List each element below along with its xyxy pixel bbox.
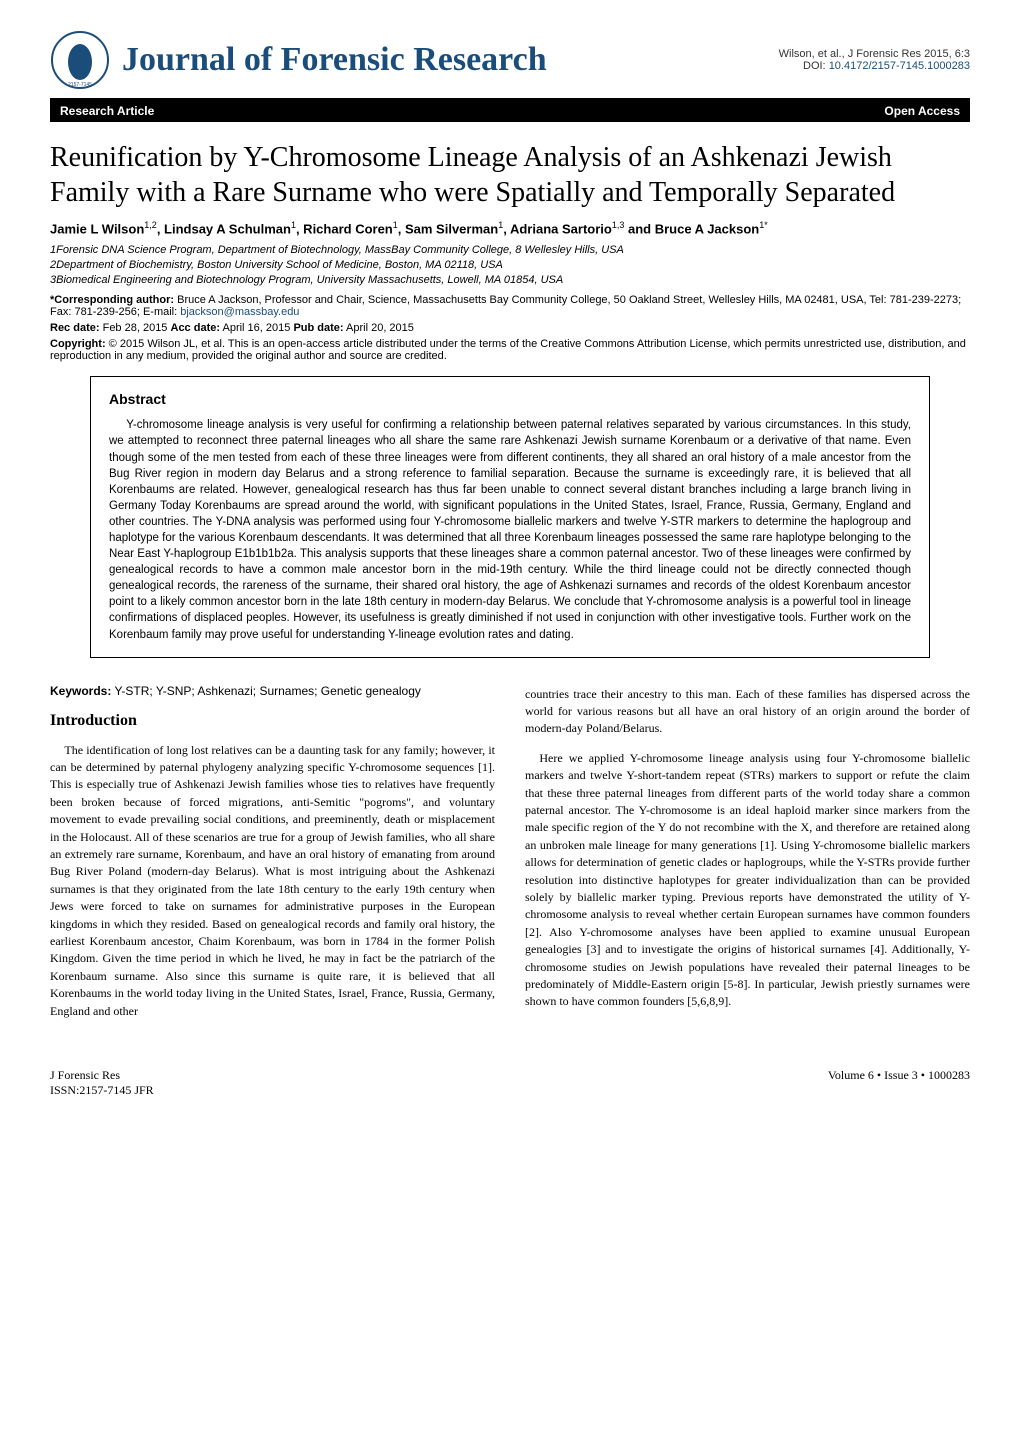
two-column-body: Keywords: Y-STR; Y-SNP; Ashkenazi; Surna… [50, 674, 970, 1028]
right-column: countries trace their ancestry to this m… [525, 674, 970, 1028]
affiliation-3: 3Biomedical Engineering and Biotechnolog… [50, 274, 970, 286]
logo-section: 2157-7145 Journal of Forensic Research [50, 30, 547, 90]
citation-block: Wilson, et al., J Forensic Res 2015, 6:3… [779, 48, 970, 72]
journal-name: Journal of Forensic Research [122, 41, 547, 79]
abstract-text: Y-chromosome lineage analysis is very us… [109, 417, 911, 642]
affiliation-1: 1Forensic DNA Science Program, Departmen… [50, 244, 970, 256]
intro-p3: Here we applied Y-chromosome lineage ana… [525, 750, 970, 1011]
abstract-heading: Abstract [109, 391, 911, 407]
footer-left: J Forensic Res ISSN:2157-7145 JFR [50, 1068, 154, 1099]
citation-line: Wilson, et al., J Forensic Res 2015, 6:3 [779, 48, 970, 60]
abstract-box: Abstract Y-chromosome lineage analysis i… [90, 376, 930, 657]
left-column: Keywords: Y-STR; Y-SNP; Ashkenazi; Surna… [50, 674, 495, 1028]
badge-row: Research Article Open Access [50, 100, 970, 122]
article-type-badge: Research Article [60, 104, 154, 118]
intro-p1: The identification of long lost relative… [50, 742, 495, 1020]
introduction-heading: Introduction [50, 712, 495, 730]
corresponding-email[interactable]: bjackson@massbay.edu [180, 306, 299, 318]
footer-right: Volume 6 • Issue 3 • 1000283 [828, 1068, 970, 1099]
doi-link[interactable]: 10.4172/2157-7145.1000283 [829, 60, 970, 72]
page-footer: J Forensic Res ISSN:2157-7145 JFR Volume… [50, 1068, 970, 1099]
keywords-line: Keywords: Y-STR; Y-SNP; Ashkenazi; Surna… [50, 684, 495, 698]
intro-p2: countries trace their ancestry to this m… [525, 686, 970, 738]
article-title: Reunification by Y-Chromosome Lineage An… [50, 140, 970, 210]
journal-logo-icon: 2157-7145 [50, 30, 110, 90]
author-list: Jamie L Wilson1,2, Lindsay A Schulman1, … [50, 220, 970, 236]
logo-issn: 2157-7145 [68, 82, 92, 88]
doi-line: DOI: 10.4172/2157-7145.1000283 [779, 60, 970, 72]
dates-line: Rec date: Feb 28, 2015 Acc date: April 1… [50, 322, 970, 334]
open-access-badge: Open Access [884, 104, 960, 118]
affiliation-2: 2Department of Biochemistry, Boston Univ… [50, 259, 970, 271]
copyright-line: Copyright: © 2015 Wilson JL, et al. This… [50, 338, 970, 362]
header-bar: 2157-7145 Journal of Forensic Research W… [50, 30, 970, 100]
corresponding-author: *Corresponding author: Bruce A Jackson, … [50, 294, 970, 318]
